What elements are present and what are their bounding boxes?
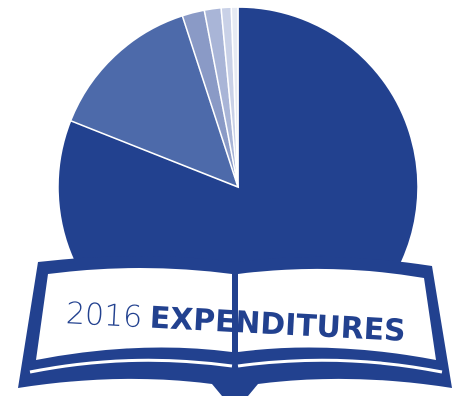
page-edge (29, 358, 443, 374)
book (18, 256, 452, 396)
chart-year: 2016 (65, 296, 143, 335)
book-page-right (238, 268, 436, 360)
pie-slice (230, 6, 239, 188)
book-page-left (36, 268, 232, 360)
